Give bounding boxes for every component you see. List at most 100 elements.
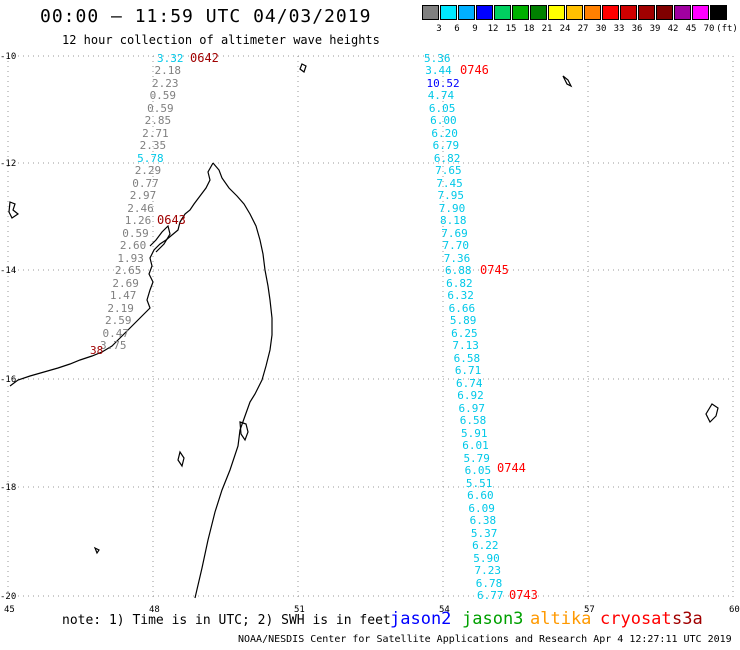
wave-height-value: 3.75: [100, 339, 127, 352]
madagascar-coastline: [194, 162, 273, 599]
satellite-cryosat: cryosat: [600, 609, 672, 629]
legend-label: 3: [436, 24, 442, 34]
wave-height-value: 6.05: [428, 101, 456, 115]
wave-height-value: 6.92: [457, 389, 484, 403]
legend-swatch: [674, 5, 691, 20]
wave-height-value: 5.79: [463, 451, 490, 465]
latitude-label: -20: [0, 592, 16, 602]
small-island-c: [299, 63, 307, 73]
wave-height-value: 7.36: [443, 251, 471, 265]
wave-height-value: 2.46: [127, 201, 154, 215]
small-island-e: [705, 403, 719, 424]
wave-height-value: 6.66: [448, 301, 476, 315]
wave-height-value: 0.59: [122, 226, 149, 240]
wave-height-value: 5.89: [449, 314, 477, 328]
wave-height-value: 5.51: [465, 476, 493, 490]
wave-height-value: 7.65: [435, 164, 462, 178]
satellite-s3a: s3a: [672, 609, 703, 629]
legend-swatch: [710, 5, 727, 20]
legend-swatch: [566, 5, 583, 20]
small-island-a: [239, 421, 249, 442]
wave-height-value: 5.36: [424, 52, 451, 65]
wave-height-value: 2.59: [104, 314, 132, 328]
satellite-altika: altika: [530, 609, 592, 629]
wave-height-value: 6.20: [431, 126, 458, 140]
western-island: [8, 201, 20, 219]
wave-height-value: 0.77: [132, 176, 159, 190]
legend-label: 30: [595, 24, 607, 34]
legend-label: 27: [577, 24, 589, 34]
pass-time-label: 0642: [190, 51, 219, 65]
wave-height-value: 7.70: [442, 239, 469, 253]
wave-height-value: 6.25: [451, 326, 478, 340]
wave-height-value: 2.71: [142, 126, 169, 140]
legend-swatch: [458, 5, 475, 20]
satellite-jason3: jason3: [462, 609, 524, 629]
wave-height-value: 3.44: [425, 64, 452, 78]
legend-label: 9: [472, 24, 478, 34]
wave-height-value: 7.13: [452, 339, 479, 353]
wave-height-value: 2.29: [134, 164, 162, 178]
legend-label: 42: [667, 24, 679, 34]
legend-swatch: [638, 5, 655, 20]
wave-height-value: 2.85: [144, 114, 172, 128]
legend-swatch: [692, 5, 709, 20]
legend-swatch: [512, 5, 529, 20]
pass-time-label: 0643: [157, 213, 186, 227]
wave-height-value: 6.79: [432, 139, 460, 153]
madagascar-northwest-coastline: [9, 162, 214, 387]
wave-height-value: 2.23: [152, 76, 179, 90]
legend-label: 33: [613, 24, 625, 34]
wave-height-value: 6.88: [444, 264, 472, 278]
wave-height-value: 6.60: [467, 489, 494, 503]
small-island-f: [93, 546, 100, 555]
wave-height-value: 2.65: [114, 264, 142, 278]
pass-time-label: 0744: [497, 461, 526, 475]
wave-height-value: 2.97: [129, 189, 157, 203]
wave-height-value: 5.91: [460, 426, 488, 440]
legend-label: 18: [523, 24, 535, 34]
longitude-label: 60: [729, 605, 740, 615]
legend-swatch: [530, 5, 547, 20]
wave-height-value: 6.32: [447, 289, 474, 303]
legend-label: 21: [541, 24, 553, 34]
wave-height-value: 0.47: [102, 326, 129, 340]
wave-height-value: 6.01: [462, 439, 489, 453]
pass-time-label: 0746: [460, 63, 489, 77]
graticule: [7, 55, 734, 600]
legend-swatch: [440, 5, 457, 20]
credit-line: NOAA/NESDIS Center for Satellite Applica…: [238, 634, 732, 645]
wave-height-value: 6.09: [468, 501, 495, 515]
wave-height-value: 5.78: [137, 151, 164, 165]
wave-height-value: 4.74: [427, 89, 455, 103]
latitude-label: -12: [0, 159, 16, 169]
pass-time-fragment: 38: [90, 344, 104, 357]
wave-height-value: 2.19: [107, 301, 134, 315]
wave-height-value: 7.23: [474, 564, 502, 578]
wave-height-value: 6.22: [472, 539, 499, 553]
wave-height-value: 2.69: [112, 276, 139, 290]
longitude-label: 54: [439, 605, 450, 615]
small-island-d: [562, 75, 573, 88]
wave-height-value: 7.45: [436, 176, 463, 190]
legend-swatch: [620, 5, 637, 20]
latitude-label: -14: [0, 266, 16, 276]
latitude-label: -10: [0, 52, 16, 62]
wave-height-value: 7.90: [438, 201, 466, 215]
wave-height-value: 6.97: [458, 401, 486, 415]
pass-time-label: 0745: [480, 263, 509, 277]
legend-label: (ft): [716, 24, 738, 34]
legend-swatch: [602, 5, 619, 20]
pass-time-label: 0743: [509, 588, 538, 602]
map-title: 00:00 – 11:59 UTC 04/03/2019: [40, 6, 372, 27]
wave-height-value: 6.00: [430, 114, 457, 128]
wave-height-value: 7.69: [441, 226, 468, 240]
wave-height-value: 5.90: [473, 551, 500, 565]
wave-height-value: 0.59: [147, 101, 174, 115]
wave-height-value: 6.82: [446, 276, 473, 290]
wave-height-value: 6.78: [475, 576, 503, 590]
wave-height-value: 6.71: [454, 364, 482, 378]
small-island-b: [177, 450, 185, 468]
wave-height-value: 6.58: [459, 414, 487, 428]
legend-label: 36: [631, 24, 643, 34]
